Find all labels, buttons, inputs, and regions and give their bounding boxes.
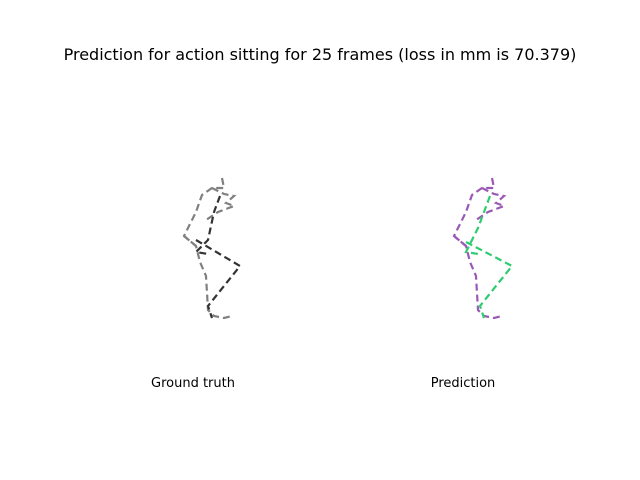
pred-spine [464, 195, 492, 256]
gt-spine [193, 195, 222, 256]
prediction-label: Prediction [430, 376, 496, 391]
prediction-skeleton [452, 177, 514, 320]
gt-leg-right [195, 239, 242, 319]
pred-arm-right [475, 187, 508, 221]
pred-leg-right [465, 241, 514, 319]
ground-truth-label: Ground truth [151, 376, 235, 391]
figure-title: Prediction for action sitting for 25 fra… [63, 45, 577, 64]
ground-truth-skeleton [182, 177, 242, 320]
gt-arm-right [205, 187, 238, 221]
